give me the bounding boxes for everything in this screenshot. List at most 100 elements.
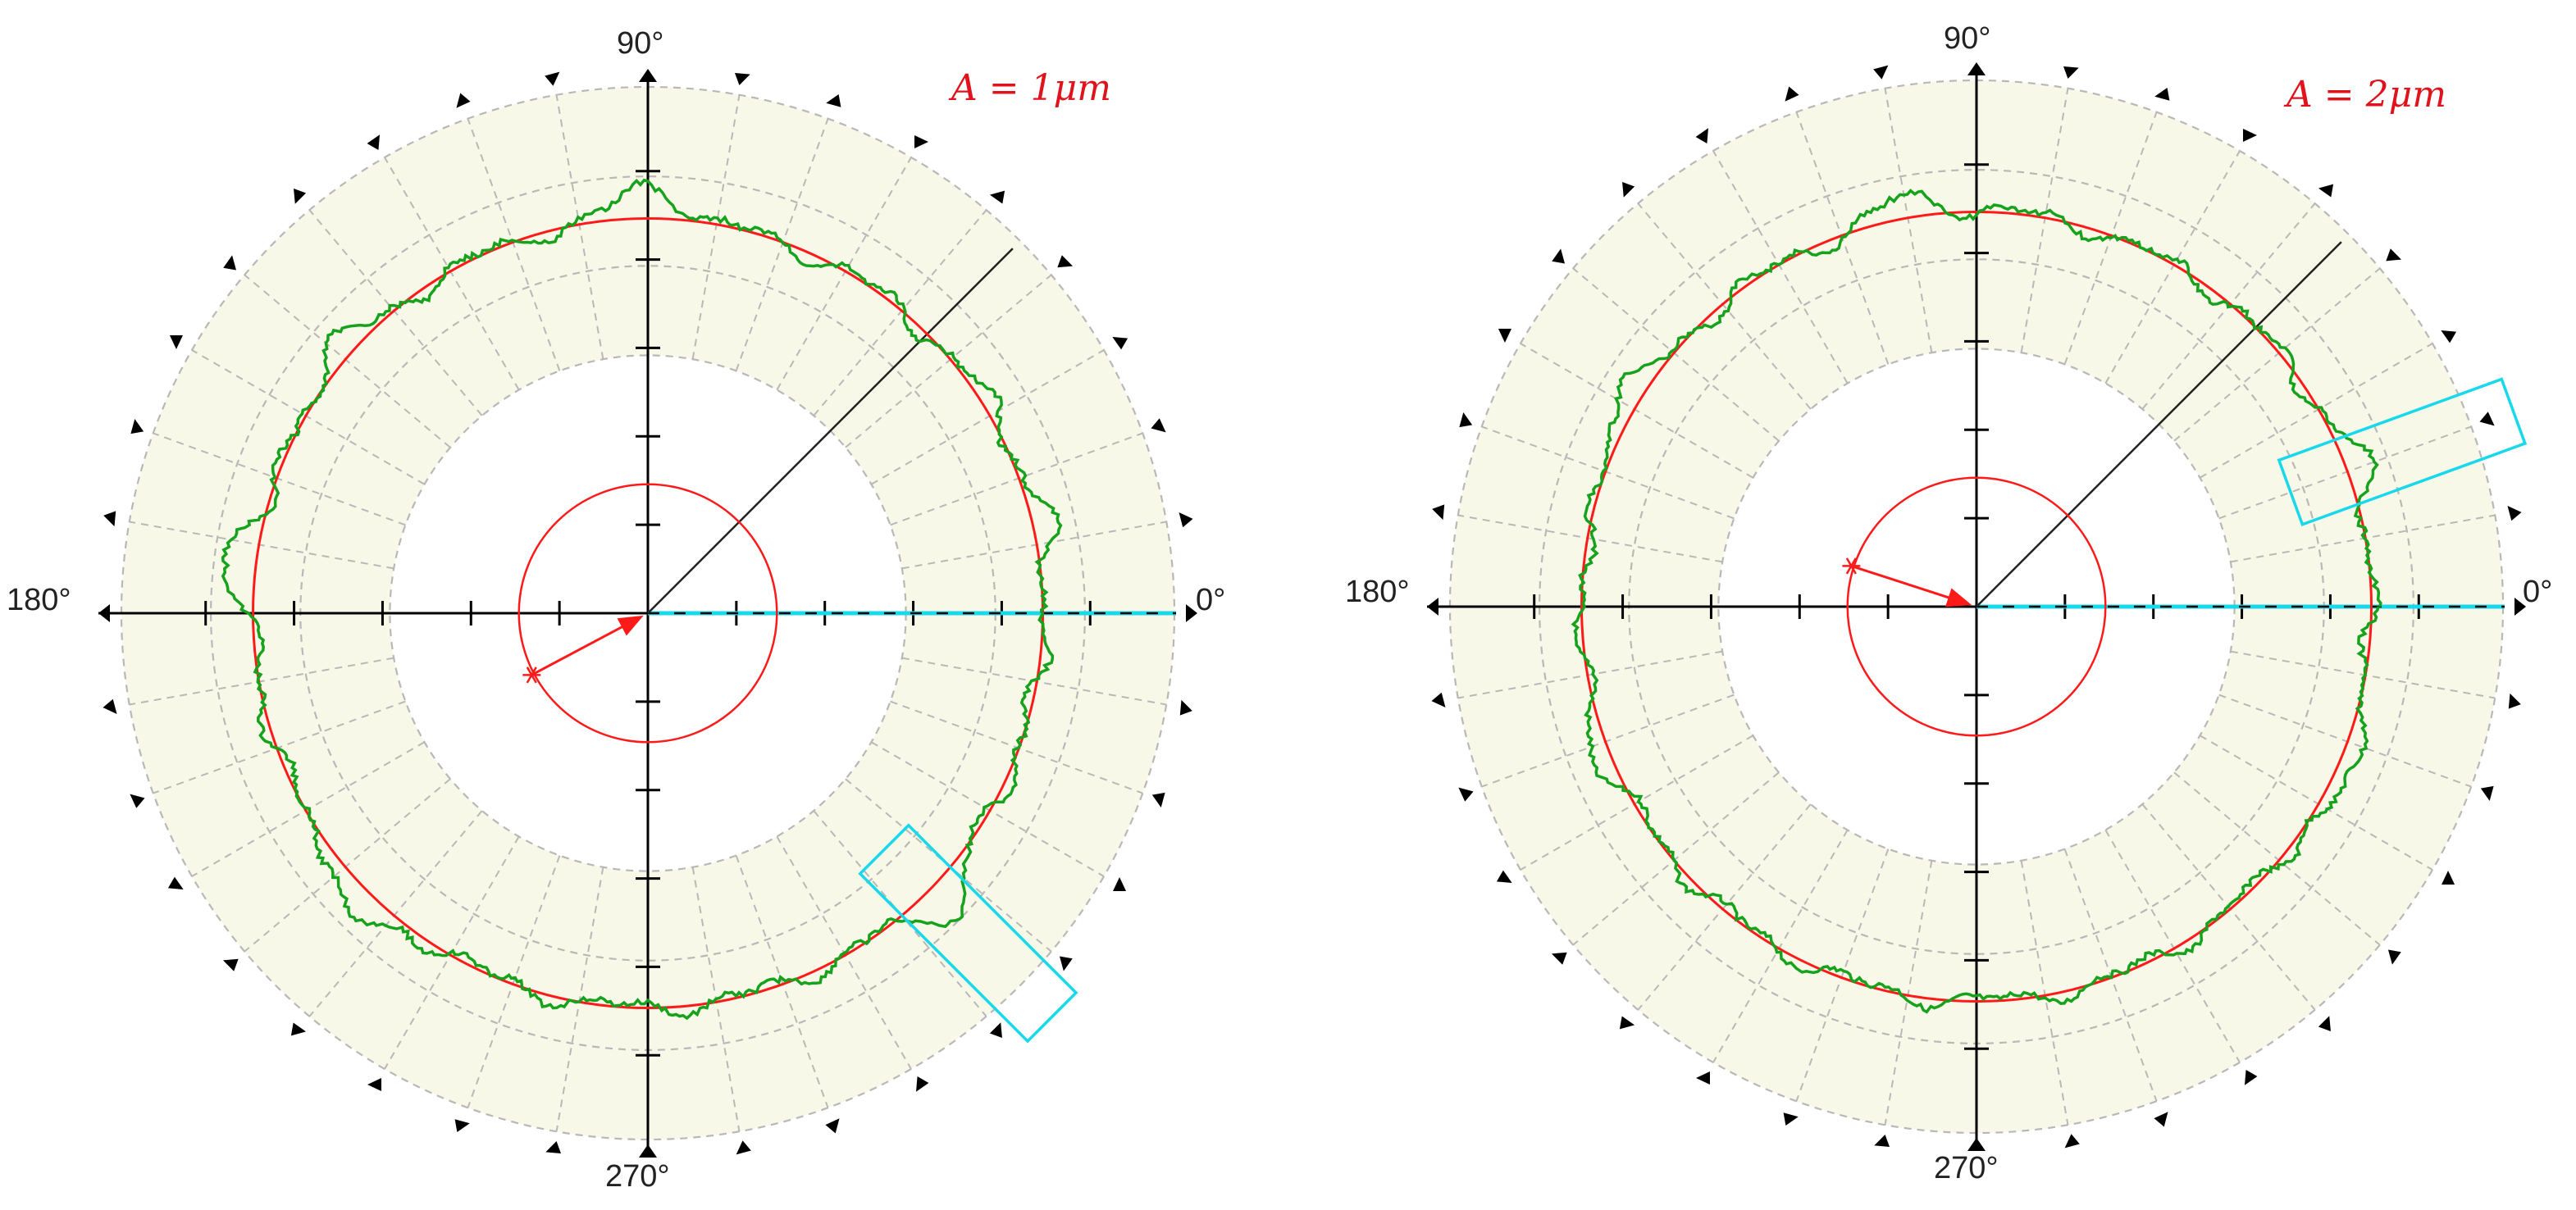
perimeter-marker — [167, 876, 184, 889]
perimeter-marker — [1113, 877, 1127, 891]
perimeter-marker — [2245, 1069, 2258, 1085]
perimeter-marker — [454, 1119, 470, 1133]
perimeter-marker — [1057, 255, 1074, 268]
radial-grid-line — [308, 810, 483, 1017]
perimeter-marker — [169, 335, 183, 349]
perimeter-marker — [1431, 692, 1446, 707]
perimeter-marker — [1458, 787, 1474, 802]
axis-arrow-left — [1427, 598, 1438, 616]
amplitude-annotation: A = 1μm — [951, 67, 1111, 109]
perimeter-marker — [2154, 1112, 2168, 1127]
perimeter-marker — [2064, 1134, 2080, 1149]
perimeter-marker — [456, 93, 471, 108]
radial-grid-line — [2173, 771, 2381, 946]
radial-grid-line — [735, 855, 829, 1108]
radial-grid-line — [2104, 150, 2241, 384]
radial-grid-line — [691, 94, 741, 360]
perimeter-marker — [294, 189, 307, 204]
perimeter-marker — [1551, 952, 1567, 965]
radial-grid-line — [1457, 650, 1723, 699]
perimeter-marker — [736, 1140, 751, 1155]
angle-label-90: 90° — [1944, 21, 1991, 56]
radial-grid-line — [1712, 829, 1849, 1063]
angle-label-180: 180° — [7, 583, 71, 617]
perimeter-marker — [1151, 792, 1165, 807]
center-offset-arrowhead — [617, 615, 644, 636]
perimeter-marker — [2154, 87, 2170, 101]
radial-grid-line — [1481, 694, 1735, 788]
perimeter-marker — [130, 794, 145, 808]
perimeter-marker — [914, 134, 928, 148]
angle-label-270: 270° — [1934, 1151, 1999, 1185]
reference-circle — [1580, 211, 2373, 1003]
perimeter-marker — [223, 255, 237, 271]
perimeter-marker — [2479, 412, 2495, 426]
perimeter-marker — [1552, 248, 1566, 264]
perimeter-marker — [916, 1076, 929, 1092]
radial-grid-line — [308, 209, 483, 416]
perimeter-marker — [2386, 248, 2402, 262]
axis-arrow-top — [1967, 62, 1986, 75]
radial-grid-line — [153, 432, 406, 526]
radial-grid-line — [467, 855, 561, 1108]
perimeter-marker — [989, 1022, 1002, 1038]
highlight-window — [858, 823, 1078, 1044]
axis-arrow-right — [2514, 598, 2526, 616]
perimeter-marker — [1619, 1016, 1635, 1030]
angle-label-0: 0° — [1196, 583, 1226, 617]
radial-grid-line — [555, 94, 604, 360]
perimeter-marker — [1783, 1112, 1799, 1126]
radial-grid-line — [2199, 735, 2433, 871]
perimeter-marker — [1695, 128, 1708, 144]
perimeter-marker — [2318, 1016, 2331, 1031]
perimeter-marker — [2243, 128, 2257, 142]
radial-grid-line — [1572, 771, 1780, 946]
perimeter-marker — [130, 419, 144, 434]
perimeter-marker — [1179, 699, 1192, 716]
radial-grid-line — [129, 657, 394, 706]
perimeter-marker — [103, 698, 117, 714]
center-marker — [1845, 557, 1857, 575]
perimeter-marker — [1151, 418, 1166, 433]
perimeter-marker — [1432, 504, 1445, 521]
perimeter-marker — [2441, 330, 2457, 343]
radial-grid-line — [901, 521, 1167, 570]
radial-grid-line — [2020, 88, 2069, 353]
roundness-profile — [1571, 189, 2382, 1014]
radial-grid-line — [2230, 650, 2496, 699]
perimeter-marker — [367, 1078, 381, 1092]
perimeter-marker — [2507, 506, 2522, 521]
perimeter-marker — [1498, 329, 1511, 343]
perimeter-marker — [367, 134, 380, 151]
radial-grid-line — [1481, 425, 1735, 520]
radial-grid-line — [2173, 267, 2381, 442]
roundness-profile — [221, 178, 1063, 1021]
angle-label-270: 270° — [605, 1159, 670, 1194]
angle-label-0: 0° — [2523, 575, 2553, 609]
amplitude-annotation: A = 2μm — [2286, 74, 2446, 116]
radial-grid-line — [2104, 829, 2241, 1063]
inner-tolerance-circle — [517, 483, 778, 744]
radial-grid-line — [467, 118, 561, 371]
radial-grid-line — [244, 778, 451, 953]
perimeter-marker — [545, 1141, 562, 1154]
radial-grid-line — [1884, 860, 1933, 1126]
radial-grid-line — [1572, 267, 1780, 442]
radial-grid-line — [870, 741, 1105, 877]
center-offset-arrow — [531, 622, 628, 676]
radial-grid-line — [1520, 735, 1754, 871]
polar-chart-svg-left — [98, 69, 1197, 1158]
perimeter-marker — [222, 958, 239, 971]
radial-grid-line — [813, 209, 987, 416]
perimeter-marker — [989, 190, 1005, 204]
highlight-window — [2277, 377, 2528, 527]
center-marker — [526, 666, 537, 684]
radial-grid-line — [153, 700, 406, 794]
perimeter-marker — [1112, 337, 1128, 350]
perimeter-marker — [734, 72, 750, 85]
perimeter-marker — [1459, 412, 1473, 428]
radial-grid-line — [890, 432, 1143, 526]
center-offset-arrow — [1850, 564, 1955, 601]
radial-grid-line — [2230, 514, 2496, 563]
perimeter-marker — [2508, 693, 2521, 709]
